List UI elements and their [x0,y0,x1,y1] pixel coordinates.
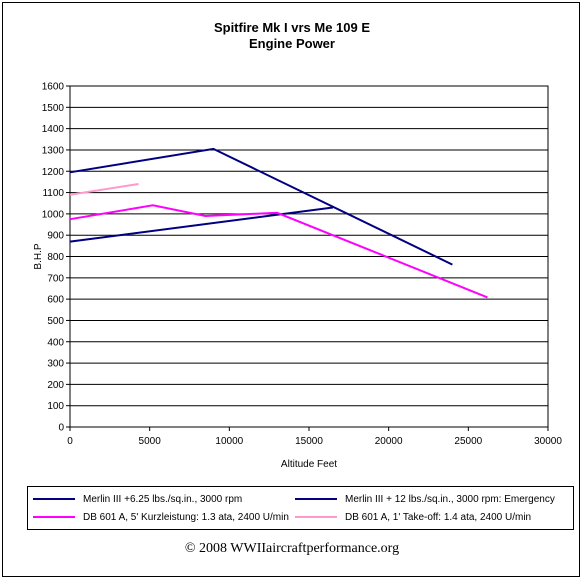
y-tick-label: 500 [47,316,64,327]
legend-swatch [33,498,75,500]
legend-swatch [295,498,337,500]
y-tick-label: 300 [47,359,64,370]
legend-item: Merlin III + 12 lbs./sq.in., 3000 rpm: E… [295,492,555,506]
legend-label: DB 601 A, 1' Take-off: 1.4 ata, 2400 U/m… [345,511,532,523]
series-line-4 [69,183,139,196]
y-axis-label: B.H.P [33,243,44,269]
x-tick-label: 20000 [375,436,403,447]
x-tick-label: 5000 [139,436,162,447]
y-tick-label: 0 [58,423,64,434]
legend-label: Merlin III +6.25 lbs./sq.in., 3000 rpm [83,493,243,505]
legend-item: Merlin III +6.25 lbs./sq.in., 3000 rpm [33,492,242,506]
y-tick-label: 200 [47,380,64,391]
legend-item: DB 601 A, 5' Kurzleistung: 1.3 ata, 2400… [33,510,289,524]
x-tick-label: 25000 [454,436,482,447]
chart-title: Spitfire Mk I vrs Me 109 E [213,20,371,35]
series-line-1 [69,206,334,243]
x-tick-label: 10000 [215,436,243,447]
x-axis-label: Altitude Feet [281,459,337,470]
copyright-text: © 2008 WWIIaircraftperformance.org [184,541,400,556]
legend-swatch [33,516,75,518]
x-tick-label: 30000 [534,436,562,447]
y-tick-label: 1100 [42,188,64,199]
y-tick-label: 1000 [42,209,65,220]
y-tick-label: 100 [47,401,64,412]
y-tick-label: 1600 [42,82,65,93]
series-line-2 [69,147,453,266]
y-tick-label: 900 [47,231,64,242]
y-tick-label: 800 [47,252,64,263]
y-tick-label: 1400 [42,124,65,135]
legend-label: Merlin III + 12 lbs./sq.in., 3000 rpm: E… [345,493,555,505]
y-tick-label: 700 [47,273,64,284]
legend-swatch [295,516,337,518]
y-tick-label: 1500 [42,103,65,114]
chart-subtitle: Engine Power [249,36,335,51]
y-tick-label: 400 [47,337,64,348]
x-tick-label: 15000 [295,436,323,447]
series-line-3 [69,204,488,299]
legend-item: DB 601 A, 1' Take-off: 1.4 ata, 2400 U/m… [295,510,531,524]
y-tick-label: 1300 [42,145,65,156]
x-tick-label: 0 [67,436,73,447]
y-tick-label: 600 [47,295,64,306]
legend-label: DB 601 A, 5' Kurzleistung: 1.3 ata, 2400… [83,511,289,523]
y-tick-label: 1200 [42,167,65,178]
chart-legend: Merlin III +6.25 lbs./sq.in., 3000 rpm M… [27,486,574,530]
chart-frame [2,2,580,577]
